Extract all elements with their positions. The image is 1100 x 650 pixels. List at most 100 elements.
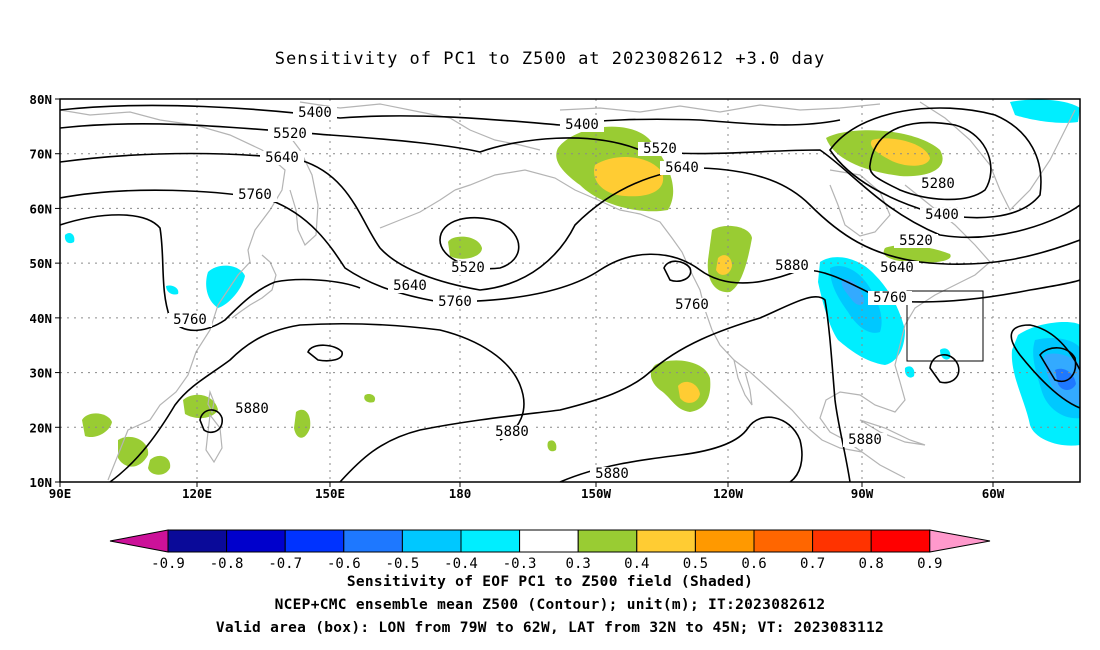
colorbar-label: 0.8	[859, 556, 884, 572]
y-tick-label: 30N	[29, 366, 52, 381]
caption-line-1: Sensitivity of EOF PC1 to Z500 field (Sh…	[346, 574, 754, 590]
shade-region	[82, 413, 112, 438]
colorbar-cell	[519, 529, 579, 553]
coast-hudson	[829, 169, 891, 237]
shade-region	[148, 455, 171, 475]
coast-japan	[231, 254, 277, 319]
contour-label: 5880	[495, 424, 529, 440]
colorbar-cell	[753, 529, 814, 553]
shade-region	[448, 236, 482, 259]
contour-5880-pac	[339, 295, 851, 482]
x-tick-label: 60W	[982, 486, 1005, 501]
colorbar-cell	[460, 529, 521, 553]
colorbar-cell	[870, 529, 931, 553]
contour-5760-small	[663, 260, 692, 283]
contour-label: 5760	[438, 294, 472, 310]
coast-cuba	[859, 419, 926, 446]
colorbar-label: -0.6	[327, 556, 361, 572]
colorbar-label: -0.7	[268, 556, 302, 572]
shade-region	[206, 265, 245, 308]
contour-label-bg	[490, 425, 534, 439]
colorbar-cell	[401, 529, 462, 553]
colorbar-label: 0.3	[566, 556, 591, 572]
contour-label-bg	[230, 402, 274, 416]
shade-region	[870, 138, 930, 166]
x-tick-label: 120W	[713, 486, 744, 501]
coast-labrador	[904, 184, 991, 263]
contour-5880-ring	[199, 409, 223, 434]
shade-region	[183, 394, 218, 419]
y-tick-label: 40N	[29, 311, 52, 326]
shade-region	[904, 366, 915, 378]
contour-label-bg	[660, 161, 704, 175]
colorbar-cell	[694, 529, 755, 553]
shade-region	[118, 436, 149, 467]
z500-contours	[60, 104, 1080, 482]
contour-labels: 5400 5400 5520 5520 5520 5520 5640 5640 5640 5640…	[168, 105, 964, 482]
contour-label: 5760	[873, 290, 907, 306]
contour-label: 5880	[595, 466, 629, 482]
y-tick-label: 80N	[29, 92, 52, 107]
contour-label: 5640	[265, 150, 299, 166]
contour-label-bg	[433, 295, 477, 309]
contour-label: 5400	[298, 105, 332, 121]
coast-baja	[733, 359, 753, 406]
contour-label: 5760	[238, 187, 272, 203]
shade-region	[678, 381, 700, 403]
contour-label: 5400	[565, 117, 599, 133]
contour-label-bg	[868, 291, 912, 305]
x-tick-label: 90W	[851, 486, 874, 501]
contour-label: 5400	[925, 207, 959, 223]
contour-label: 5520	[451, 260, 485, 276]
contour-label-bg	[920, 208, 964, 222]
shade-region	[364, 393, 376, 403]
coast-greenland	[919, 101, 1076, 212]
shade-region	[594, 156, 664, 197]
colorbar-label: -0.9	[151, 556, 185, 572]
colorbar-label: 0.9	[917, 556, 942, 572]
contour-5880-atl	[1010, 324, 1080, 409]
y-tick-label: 60N	[29, 201, 52, 216]
colorbar-label: 0.7	[800, 556, 825, 572]
contour-5400-east	[829, 107, 1042, 219]
chart-title: Sensitivity of PC1 to Z500 at 2023082612…	[274, 49, 826, 69]
x-tick-labels: 90E 120E 150E 180 150W 120W 90W 60W	[49, 482, 1005, 501]
contour-5880-small	[307, 344, 343, 362]
colorbar-label: -0.5	[386, 556, 420, 572]
contour-label: 5880	[235, 401, 269, 417]
colorbar	[109, 529, 991, 553]
shade-region	[64, 232, 75, 244]
x-tick-label: 90E	[49, 486, 72, 501]
contour-5820-ring	[1039, 347, 1077, 382]
x-tick-label: 150W	[581, 486, 612, 501]
contour-label: 5640	[393, 278, 427, 294]
contour-label-bg	[916, 177, 960, 191]
contour-label-bg	[168, 313, 212, 327]
contour-label-bg	[638, 142, 682, 156]
contour-label-bg	[894, 234, 938, 248]
coast-us-east	[819, 261, 991, 479]
colorbar-cell	[636, 529, 696, 553]
shade-region	[1010, 99, 1080, 123]
colorbar-max-arrow	[929, 529, 991, 553]
shade-region	[166, 285, 179, 295]
contour-label-bg	[560, 118, 604, 132]
colorbar-cell	[343, 529, 403, 553]
colorbar-label: 0.4	[624, 556, 649, 572]
sensitivity-shading	[64, 99, 1080, 475]
colorbar-labels: -0.9 -0.8 -0.7 -0.6 -0.5 -0.4 -0.3 0.3 0.4 0.5 0.6…	[151, 556, 942, 572]
contour-label-bg	[875, 261, 919, 275]
contour-5880-low	[559, 416, 803, 482]
contour-label-bg	[260, 151, 304, 165]
contour-5880-asia	[109, 323, 525, 482]
contour-label-bg	[770, 259, 814, 273]
contour-label-bg	[233, 188, 277, 202]
colorbar-cell	[812, 529, 872, 553]
contour-5880-east-ring	[929, 354, 960, 384]
contour-label: 5280	[921, 176, 955, 192]
contour-5760	[60, 189, 1080, 303]
x-tick-label: 180	[449, 486, 472, 501]
coast-taiwan	[207, 389, 215, 414]
y-tick-label: 20N	[29, 420, 52, 435]
